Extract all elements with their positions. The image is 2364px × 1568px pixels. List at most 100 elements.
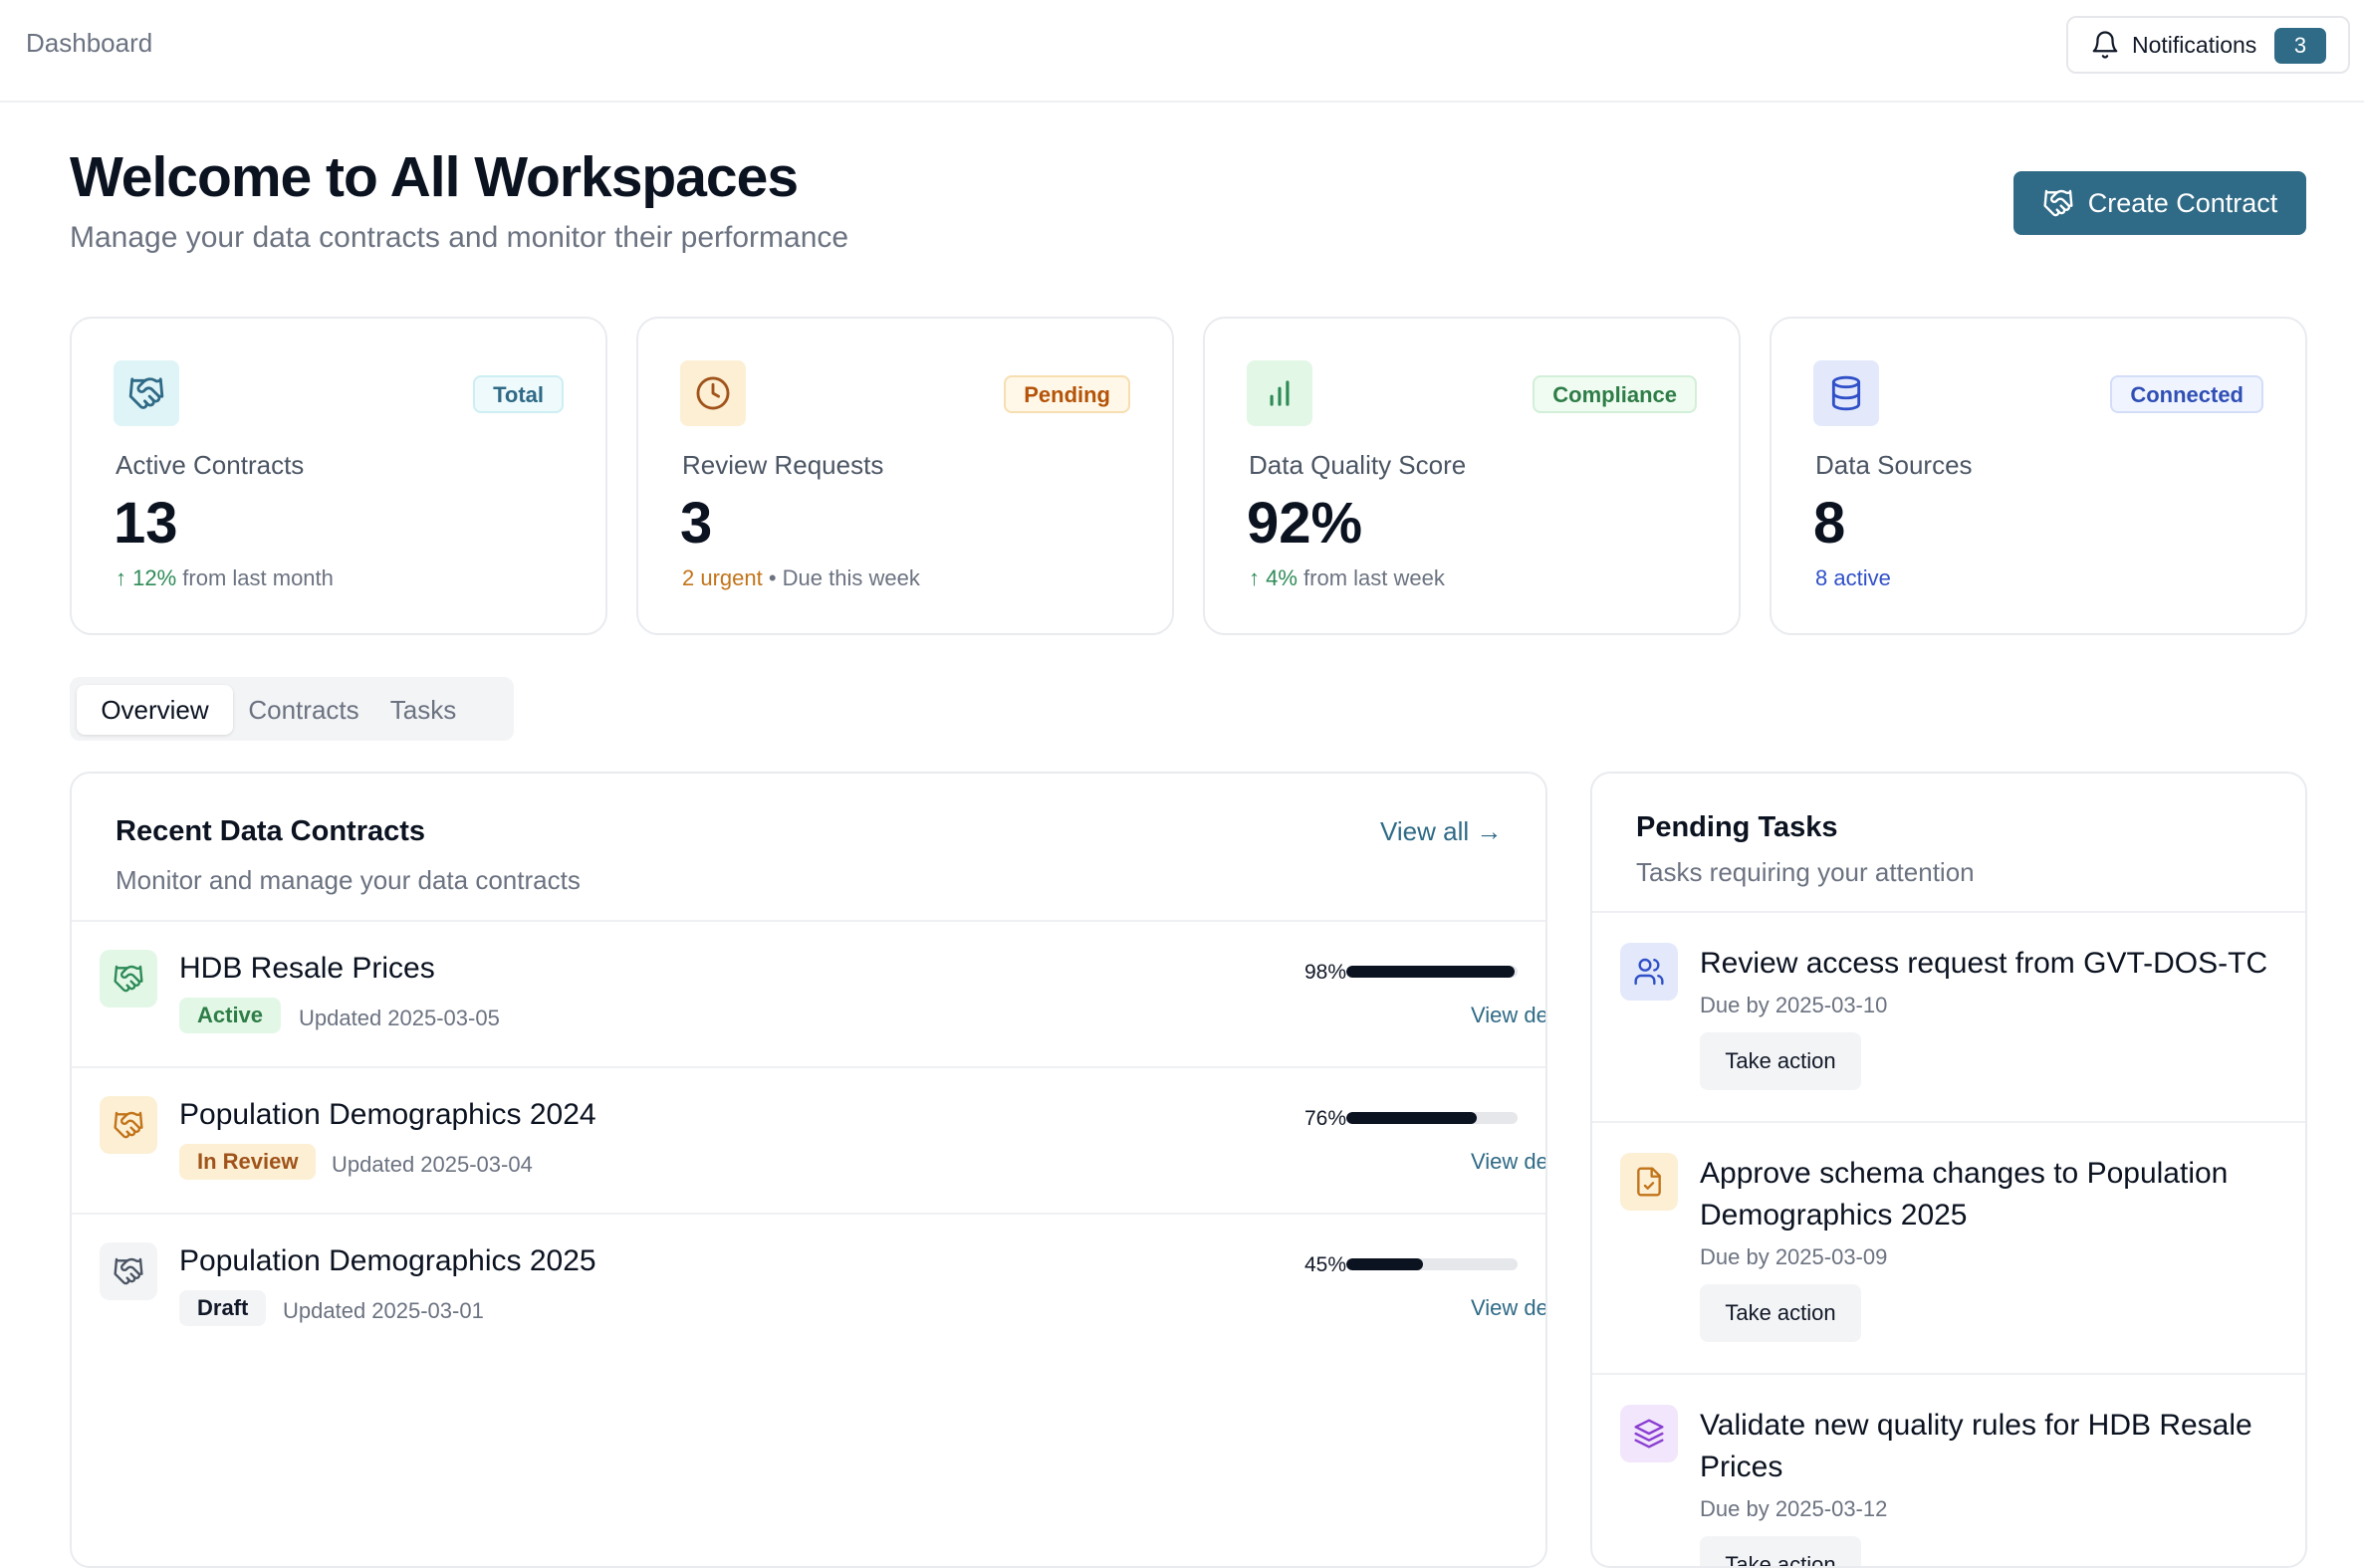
tab-overview[interactable]: Overview [77, 685, 233, 735]
trend-value: 4% [1266, 565, 1298, 590]
stat-trend: ↑ 4% from last week [1249, 565, 1445, 591]
trend-text: from last week [1297, 565, 1445, 590]
quality-bar [1346, 966, 1518, 978]
tab-bar: Overview Contracts Tasks [70, 677, 514, 741]
take-action-button[interactable]: Take action [1700, 1032, 1861, 1090]
stat-label: Review Requests [682, 450, 884, 480]
recent-contracts-panel: Recent Data Contracts Monitor and manage… [70, 772, 1547, 1568]
updated-date: Updated 2025-03-01 [283, 1298, 484, 1323]
task-item: Approve schema changes to Population Dem… [1592, 1121, 2305, 1373]
stat-icon-wrap [1247, 360, 1312, 426]
take-action-button[interactable]: Take action [1700, 1284, 1861, 1342]
task-title: Approve schema changes to Population Dem… [1700, 1157, 2229, 1232]
trend-value: 12% [132, 565, 177, 590]
tab-tasks[interactable]: Tasks [389, 695, 457, 725]
quality-percent: 45% [1303, 1253, 1346, 1276]
updated-date: Updated 2025-03-04 [332, 1152, 533, 1177]
contract-row[interactable]: Population Demographics 2024 In Review U… [72, 1066, 1547, 1213]
notifications-button[interactable]: Notifications 3 [2066, 16, 2350, 74]
task-due-date: Due by 2025-03-10 [1700, 993, 1888, 1017]
trend-arrow: ↑ [116, 565, 126, 590]
handshake-icon [114, 965, 143, 993]
trend-text: from last month [176, 565, 334, 590]
stat-badge: Total [473, 375, 564, 413]
stat-value: 13 [114, 491, 178, 556]
panel-title: Pending Tasks [1636, 811, 1838, 843]
stat-trend: ↑ 12% from last month [116, 565, 334, 591]
contract-name[interactable]: Population Demographics 2024 [179, 1098, 596, 1131]
handshake-icon [128, 377, 164, 409]
quality-percent: 76% [1303, 1107, 1346, 1130]
notifications-count-badge: 3 [2274, 28, 2326, 64]
contract-icon-wrap [100, 1242, 157, 1300]
task-title: Review access request from GVT-DOS-TC [1700, 947, 2268, 980]
stat-card-active-contracts: Total Active Contracts 13 ↑ 12% from las… [70, 317, 607, 635]
stat-value: 3 [680, 491, 713, 556]
urgent-count: 2 urgent [682, 565, 763, 590]
stat-label: Data Sources [1815, 450, 1973, 480]
task-title: Validate new quality rules for HDB Resal… [1700, 1409, 2252, 1483]
stat-badge: Pending [1004, 375, 1130, 413]
view-details-link[interactable]: View details [1471, 1149, 1547, 1174]
view-details-link[interactable]: View details [1471, 1295, 1547, 1320]
updated-date: Updated 2025-03-05 [299, 1006, 500, 1030]
layers-icon [1634, 1419, 1664, 1449]
contract-icon-wrap [100, 950, 157, 1008]
breadcrumb[interactable]: Dashboard [26, 28, 153, 58]
quality-bar-fill [1346, 966, 1515, 978]
trend-arrow: ↑ [1249, 565, 1260, 590]
task-icon-wrap [1620, 1405, 1678, 1462]
stat-icon-wrap [680, 360, 746, 426]
bell-icon [2092, 31, 2118, 59]
task-item: Review access request from GVT-DOS-TC Du… [1592, 911, 2305, 1121]
quality-bar-fill [1346, 1112, 1477, 1124]
panel-subtitle: Tasks requiring your attention [1636, 857, 1975, 887]
notifications-label: Notifications [2132, 31, 2257, 58]
contract-name[interactable]: HDB Resale Prices [179, 952, 435, 985]
stat-icon-wrap [1813, 360, 1879, 426]
task-item: Validate new quality rules for HDB Resal… [1592, 1373, 2305, 1566]
task-due-date: Due by 2025-03-09 [1700, 1244, 1888, 1269]
due-text: • Due this week [762, 565, 920, 590]
tab-contracts[interactable]: Contracts [248, 695, 359, 725]
quality-percent: 98% [1303, 961, 1346, 984]
contract-name[interactable]: Population Demographics 2025 [179, 1244, 596, 1277]
quality-bar [1346, 1258, 1518, 1270]
top-bar: Dashboard Notifications 3 [0, 0, 2364, 103]
view-all-link[interactable]: View all → [1380, 816, 1502, 847]
handshake-icon [114, 1257, 143, 1285]
stat-card-review-requests: Pending Review Requests 3 2 urgent • Due… [636, 317, 1174, 635]
arrow-right-icon: → [1476, 816, 1503, 846]
quality-bar-fill [1346, 1258, 1424, 1270]
stat-badge: Connected [2110, 375, 2263, 413]
file-check-icon [1637, 1167, 1661, 1197]
active-sources: 8 active [1815, 565, 1891, 590]
clock-icon [696, 376, 730, 410]
stat-value: 92% [1247, 491, 1363, 556]
stat-icon-wrap [114, 360, 179, 426]
stat-card-data-quality: Compliance Data Quality Score 92% ↑ 4% f… [1203, 317, 1741, 635]
status-badge: Active [179, 998, 282, 1033]
bar-chart-icon [1270, 380, 1290, 406]
contract-icon-wrap [100, 1096, 157, 1154]
stat-due: 2 urgent • Due this week [682, 565, 920, 591]
handshake-icon [114, 1111, 143, 1139]
page-title: Welcome to All Workspaces [70, 145, 799, 209]
take-action-button[interactable]: Take action [1700, 1536, 1861, 1566]
status-badge: In Review [179, 1144, 317, 1180]
contract-row[interactable]: Population Demographics 2025 Draft Updat… [72, 1213, 1547, 1359]
view-details-link[interactable]: View details [1471, 1003, 1547, 1027]
stat-value: 8 [1813, 491, 1846, 556]
contract-row[interactable]: HDB Resale Prices Active Updated 2025-03… [72, 920, 1547, 1066]
database-icon [1831, 375, 1861, 411]
status-badge: Draft [179, 1290, 267, 1326]
pending-tasks-panel: Pending Tasks Tasks requiring your atten… [1590, 772, 2307, 1568]
stat-card-data-sources: Connected Data Sources 8 8 active [1770, 317, 2307, 635]
panel-subtitle: Monitor and manage your data contracts [116, 865, 581, 895]
users-icon [1634, 958, 1664, 986]
stat-badge: Compliance [1533, 375, 1697, 413]
task-icon-wrap [1620, 1153, 1678, 1211]
create-contract-label: Create Contract [2087, 187, 2278, 218]
handshake-icon [2043, 189, 2073, 217]
create-contract-button[interactable]: Create Contract [2013, 171, 2306, 235]
